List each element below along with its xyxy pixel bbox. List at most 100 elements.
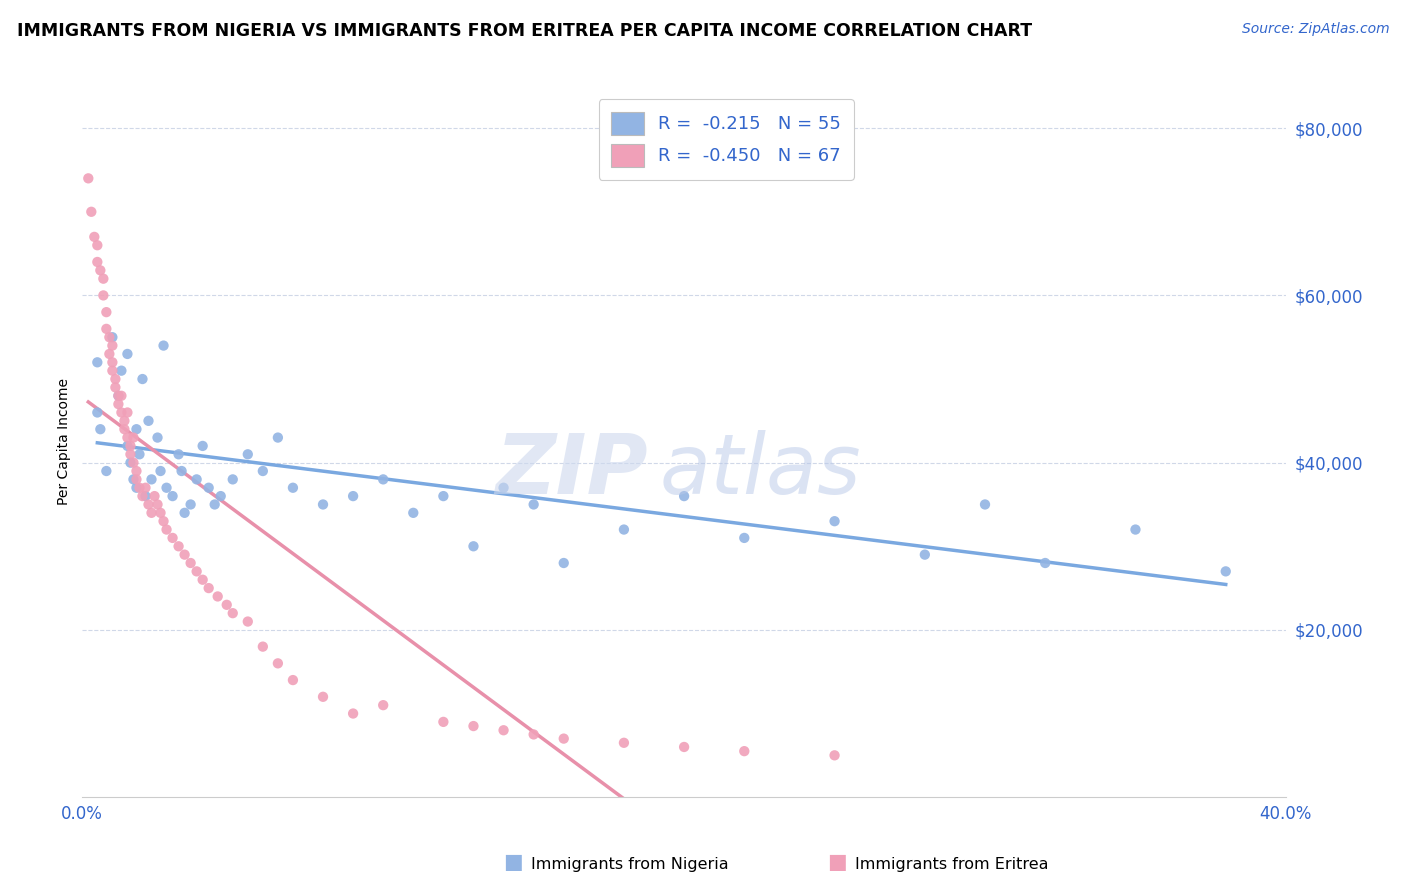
Point [112, 422, 135, 436]
Point [463, 719, 485, 733]
Point [125, 481, 148, 495]
Text: Source: ZipAtlas.com: Source: ZipAtlas.com [1241, 22, 1389, 37]
Point [104, 372, 127, 386]
Point [252, 640, 274, 654]
Point [402, 506, 425, 520]
Point [125, 464, 148, 478]
Point [613, 523, 636, 537]
Point [117, 405, 139, 419]
Point [207, 590, 229, 604]
Point [143, 489, 166, 503]
Point [492, 723, 515, 738]
Point [125, 472, 148, 486]
Point [122, 456, 145, 470]
Point [146, 431, 169, 445]
Point [252, 464, 274, 478]
Point [101, 364, 124, 378]
Point [523, 498, 546, 512]
Point [107, 397, 129, 411]
Point [83, 230, 105, 244]
Point [96, 464, 118, 478]
Point [204, 498, 226, 512]
Point [463, 539, 485, 553]
Point [267, 657, 290, 671]
Point [138, 498, 160, 512]
Point [1125, 523, 1147, 537]
Point [107, 389, 129, 403]
Point [101, 330, 124, 344]
Text: atlas: atlas [659, 430, 862, 511]
Point [134, 489, 156, 503]
Point [824, 748, 846, 763]
Point [155, 523, 177, 537]
Point [141, 506, 163, 520]
Point [197, 481, 219, 495]
Point [267, 431, 290, 445]
Point [733, 531, 755, 545]
Point [110, 405, 132, 419]
Point [152, 338, 174, 352]
Text: Immigrants from Eritrea: Immigrants from Eritrea [855, 857, 1049, 872]
Point [236, 447, 259, 461]
Point [89, 422, 111, 436]
Point [141, 472, 163, 486]
Point [86, 238, 108, 252]
Point [222, 472, 245, 486]
Point [86, 255, 108, 269]
Point [173, 548, 195, 562]
Point [312, 690, 335, 704]
Point [432, 489, 454, 503]
Point [101, 338, 124, 352]
Point [733, 744, 755, 758]
Point [128, 481, 150, 495]
Point [236, 615, 259, 629]
Point [281, 481, 304, 495]
Point [117, 439, 139, 453]
Point [117, 431, 139, 445]
Point [1215, 565, 1237, 579]
Point [492, 481, 515, 495]
Point [342, 706, 364, 721]
Point [373, 472, 395, 486]
Point [122, 431, 145, 445]
Point [104, 380, 127, 394]
Point [523, 727, 546, 741]
Point [342, 489, 364, 503]
Y-axis label: Per Capita Income: Per Capita Income [58, 378, 72, 505]
Point [173, 506, 195, 520]
Text: ■: ■ [827, 853, 846, 872]
Legend: R =  -0.215   N = 55, R =  -0.450   N = 67: R = -0.215 N = 55, R = -0.450 N = 67 [599, 99, 853, 179]
Point [149, 506, 172, 520]
Point [186, 565, 208, 579]
Point [186, 472, 208, 486]
Point [553, 556, 575, 570]
Point [222, 606, 245, 620]
Point [974, 498, 997, 512]
Point [180, 556, 202, 570]
Point [146, 498, 169, 512]
Point [613, 736, 636, 750]
Point [101, 355, 124, 369]
Point [93, 288, 115, 302]
Point [96, 322, 118, 336]
Point [120, 456, 142, 470]
Point [824, 514, 846, 528]
Point [149, 464, 172, 478]
Point [125, 422, 148, 436]
Text: IMMIGRANTS FROM NIGERIA VS IMMIGRANTS FROM ERITREA PER CAPITA INCOME CORRELATION: IMMIGRANTS FROM NIGERIA VS IMMIGRANTS FR… [17, 22, 1032, 40]
Point [197, 581, 219, 595]
Point [1033, 556, 1056, 570]
Point [110, 389, 132, 403]
Text: Immigrants from Nigeria: Immigrants from Nigeria [531, 857, 730, 872]
Point [93, 271, 115, 285]
Point [112, 414, 135, 428]
Point [98, 347, 121, 361]
Point [167, 447, 190, 461]
Point [914, 548, 936, 562]
Point [673, 489, 696, 503]
Point [673, 739, 696, 754]
Point [86, 405, 108, 419]
Point [553, 731, 575, 746]
Point [152, 514, 174, 528]
Point [170, 464, 193, 478]
